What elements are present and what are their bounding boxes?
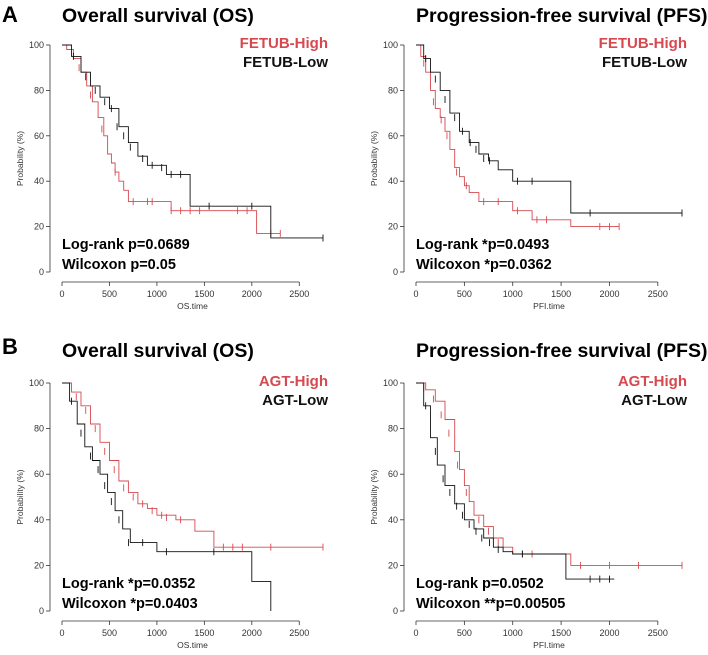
y-tick-label: 20 <box>34 222 44 232</box>
y-tick-label: 100 <box>383 40 398 50</box>
x-tick-label: 2000 <box>242 289 262 299</box>
stat-annotation: Wilcoxon *p=0.0403 <box>62 596 198 612</box>
y-tick-label: 0 <box>39 267 44 277</box>
legend-entry: FETUB-Low <box>602 54 687 71</box>
km-curve-fetub-high <box>62 44 281 234</box>
x-tick-label: 0 <box>413 628 418 638</box>
x-tick-label: 500 <box>102 628 117 638</box>
x-tick-label: 1000 <box>147 289 167 299</box>
chart-title: Overall survival (OS) <box>62 340 254 362</box>
y-tick-label: 80 <box>388 424 398 434</box>
y-tick-label: 60 <box>34 469 44 479</box>
y-tick-label: 0 <box>393 267 398 277</box>
x-tick-label: 1000 <box>503 289 523 299</box>
x-axis-label: PFI.time <box>533 301 565 311</box>
x-tick-label: 0 <box>59 289 64 299</box>
x-tick-label: 500 <box>102 289 117 299</box>
stat-annotation: Log-rank p=0.0502 <box>416 576 544 592</box>
y-tick-label: 0 <box>39 606 44 616</box>
km-curve-fetub-low <box>416 44 682 214</box>
km-panel-4: Progression-free survival (PFS) 0 20 40 60 80… <box>369 340 708 650</box>
stat-annotation: Wilcoxon **p=0.00505 <box>416 596 565 612</box>
y-tick-label: 20 <box>388 560 398 570</box>
y-tick-label: 100 <box>29 40 44 50</box>
y-tick-label: 80 <box>34 424 44 434</box>
stat-annotation: Log-rank p=0.0689 <box>62 237 190 253</box>
x-tick-label: 1500 <box>551 628 571 638</box>
legend-entry: FETUB-High <box>599 35 687 52</box>
stat-annotation: Log-rank *p=0.0493 <box>416 237 549 253</box>
km-curve-fetub-high <box>416 44 620 228</box>
panel-letter: A <box>2 2 18 27</box>
km-curve-agt-high <box>62 382 323 548</box>
chart-title: Progression-free survival (PFS) <box>416 340 708 362</box>
legend-entry: AGT-High <box>618 373 687 390</box>
legend-entry: FETUB-High <box>240 35 328 52</box>
y-tick-label: 80 <box>34 85 44 95</box>
x-tick-label: 1500 <box>551 289 571 299</box>
y-tick-label: 100 <box>29 378 44 388</box>
y-tick-label: 20 <box>34 560 44 570</box>
legend-entry: AGT-Low <box>262 392 328 409</box>
y-axis-label: Probability (%) <box>369 469 379 524</box>
km-curve-agt-high <box>416 382 682 566</box>
x-tick-label: 1000 <box>147 628 167 638</box>
km-curve-fetub-low <box>62 44 323 239</box>
y-tick-label: 80 <box>388 85 398 95</box>
x-tick-label: 2500 <box>648 289 668 299</box>
chart-title: Overall survival (OS) <box>62 5 254 27</box>
stat-annotation: Log-rank *p=0.0352 <box>62 576 195 592</box>
y-axis-label: Probability (%) <box>369 131 379 186</box>
x-tick-label: 500 <box>457 628 472 638</box>
x-tick-label: 1500 <box>194 289 214 299</box>
y-tick-label: 40 <box>388 176 398 186</box>
x-tick-label: 2500 <box>289 289 309 299</box>
km-curve-agt-low <box>416 382 615 580</box>
x-tick-label: 500 <box>457 289 472 299</box>
x-tick-label: 2000 <box>599 628 619 638</box>
x-axis-label: OS.time <box>177 640 208 650</box>
y-tick-label: 20 <box>388 222 398 232</box>
km-curve-agt-low <box>62 382 272 611</box>
x-tick-label: 0 <box>59 628 64 638</box>
y-axis-label: Probability (%) <box>15 469 25 524</box>
y-tick-label: 40 <box>388 515 398 525</box>
chart-title: Progression-free survival (PFS) <box>416 5 708 27</box>
y-tick-label: 60 <box>388 469 398 479</box>
x-tick-label: 2000 <box>242 628 262 638</box>
panel-letter: B <box>2 334 18 359</box>
legend-entry: AGT-Low <box>621 392 687 409</box>
x-tick-label: 0 <box>413 289 418 299</box>
y-tick-label: 60 <box>388 131 398 141</box>
y-tick-label: 0 <box>393 606 398 616</box>
x-tick-label: 2500 <box>289 628 309 638</box>
stat-annotation: Wilcoxon *p=0.0362 <box>416 257 552 273</box>
y-tick-label: 40 <box>34 176 44 186</box>
x-axis-label: PFI.time <box>533 640 565 650</box>
y-axis-label: Probability (%) <box>15 131 25 186</box>
x-tick-label: 1000 <box>503 628 523 638</box>
km-panel-2: Progression-free survival (PFS) 0 20 40 60 80… <box>369 5 708 311</box>
stat-annotation: Wilcoxon p=0.05 <box>62 257 176 273</box>
x-axis-label: OS.time <box>177 301 208 311</box>
y-tick-label: 60 <box>34 131 44 141</box>
legend-entry: AGT-High <box>259 373 328 390</box>
y-tick-label: 40 <box>34 515 44 525</box>
x-tick-label: 1500 <box>194 628 214 638</box>
x-tick-label: 2000 <box>599 289 619 299</box>
legend-entry: FETUB-Low <box>243 54 328 71</box>
x-tick-label: 2500 <box>648 628 668 638</box>
y-tick-label: 100 <box>383 378 398 388</box>
